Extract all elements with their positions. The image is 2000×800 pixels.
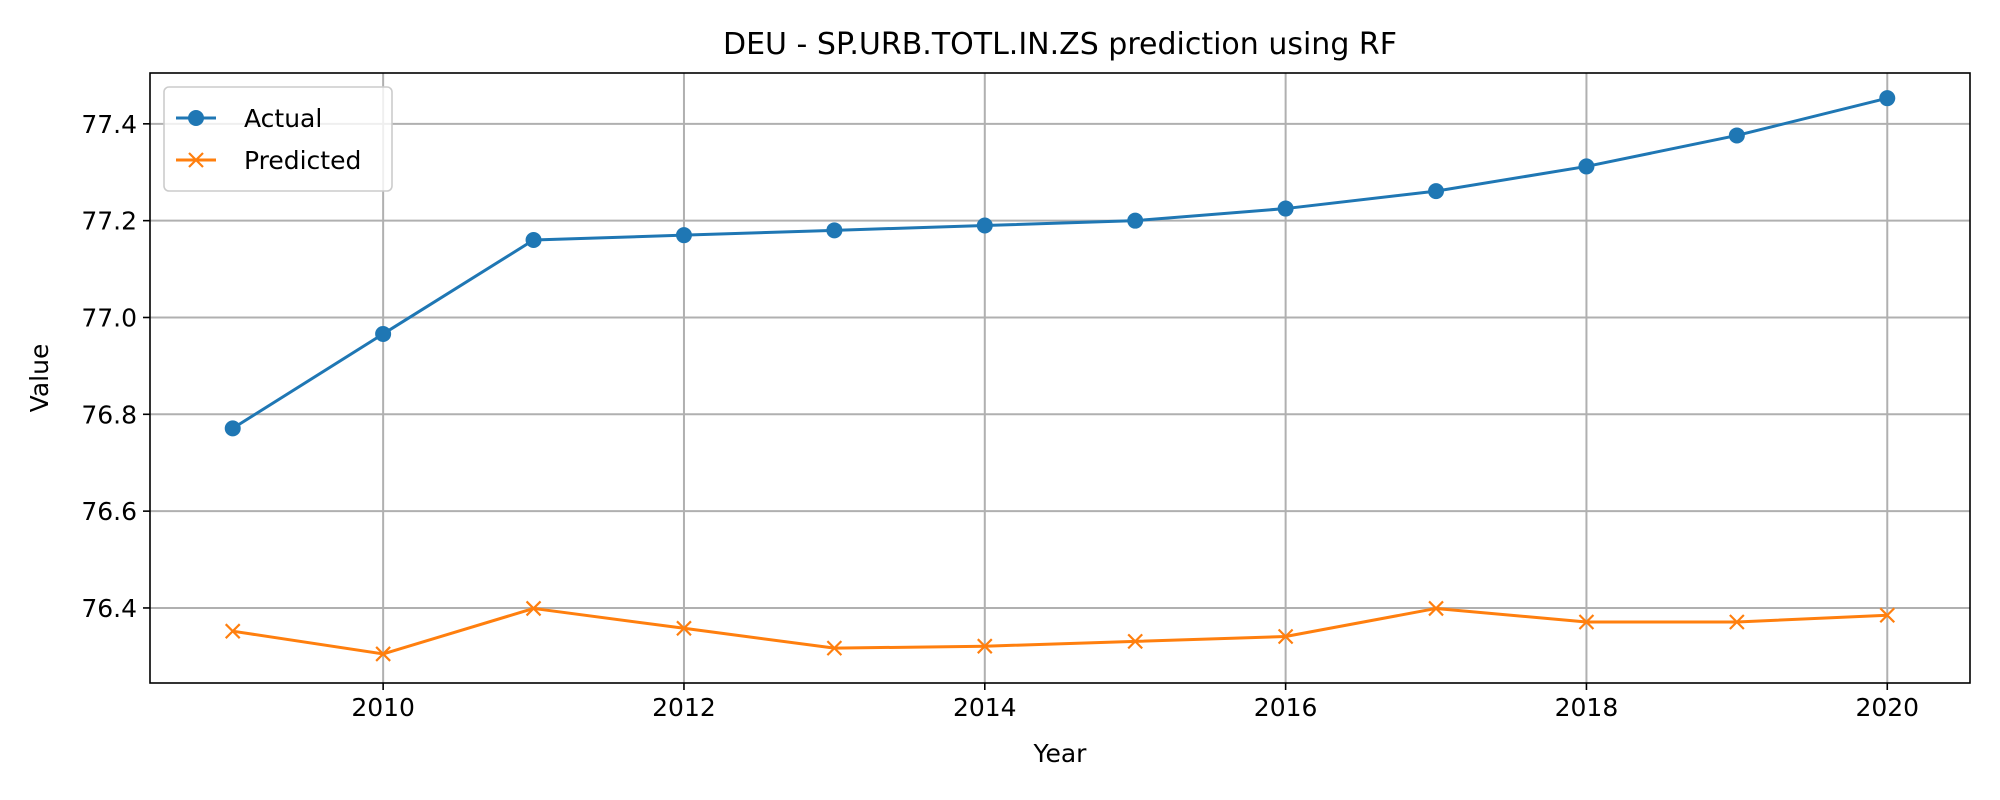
x-tick-label: 2014 xyxy=(953,693,1017,722)
x-tick-label: 2018 xyxy=(1555,693,1619,722)
y-tick-label: 77.0 xyxy=(81,303,137,332)
y-axis-label: Value xyxy=(25,344,54,413)
data-point-actual xyxy=(675,227,692,244)
data-point-predicted xyxy=(977,638,993,654)
data-point-actual xyxy=(1127,212,1144,229)
series-line-actual xyxy=(231,96,1888,430)
data-point-actual xyxy=(224,420,241,437)
x-tick-label: 2012 xyxy=(652,693,716,722)
data-point-predicted xyxy=(1578,614,1595,630)
grid xyxy=(150,73,1970,683)
data-point-actual xyxy=(1728,127,1745,144)
axis-ticks: 2010 2012 2014 2016 2018 2020 76.4 76.6 76.8 77.0… xyxy=(81,110,1919,722)
legend-label-predicted: Predicted xyxy=(244,146,361,175)
series-line-predicted xyxy=(232,606,1888,656)
data-point-predicted xyxy=(224,623,241,639)
data-point-actual xyxy=(1578,158,1595,175)
data-point-predicted xyxy=(1277,628,1294,645)
data-point-actual xyxy=(1879,90,1896,107)
legend-box xyxy=(163,86,393,192)
x-tick-label: 2020 xyxy=(1855,693,1919,722)
data-point-predicted xyxy=(1879,607,1896,623)
legend-label-actual: Actual xyxy=(244,104,322,133)
series-actual xyxy=(224,90,1896,437)
series-layer xyxy=(224,90,1896,662)
data-point-predicted xyxy=(676,620,692,637)
data-point-actual xyxy=(826,222,843,239)
y-tick-label: 77.2 xyxy=(81,207,137,236)
y-tick-label: 76.8 xyxy=(81,400,137,429)
legend: Actual Predicted xyxy=(163,86,393,192)
legend-item-predicted: Predicted xyxy=(176,146,361,175)
x-tick-label: 2016 xyxy=(1254,693,1318,722)
data-point-actual xyxy=(976,217,993,234)
x-tick-label: 2010 xyxy=(351,693,415,722)
data-point-actual xyxy=(525,232,542,249)
data-point-predicted xyxy=(375,646,391,662)
y-tick-label: 76.6 xyxy=(81,497,137,526)
data-point-actual xyxy=(375,325,392,342)
data-point-predicted xyxy=(1428,600,1444,617)
y-tick-label: 77.4 xyxy=(81,110,137,139)
data-point-predicted xyxy=(1729,614,1745,630)
data-point-actual xyxy=(1277,200,1294,217)
data-point-predicted xyxy=(525,600,542,617)
y-tick-label: 76.4 xyxy=(81,594,137,623)
legend-marker-actual xyxy=(188,110,204,126)
legend-item-actual: Actual xyxy=(176,104,322,133)
plot-frame xyxy=(149,72,1971,684)
series-predicted xyxy=(224,600,1896,662)
data-point-predicted xyxy=(1127,633,1143,650)
data-point-actual xyxy=(1428,183,1445,200)
legend-marker-predicted xyxy=(188,152,204,168)
data-point-predicted xyxy=(826,640,843,656)
chart-title: DEU - SP.URB.TOTL.IN.ZS prediction using… xyxy=(723,27,1397,62)
x-axis-label: Year xyxy=(1033,739,1088,768)
